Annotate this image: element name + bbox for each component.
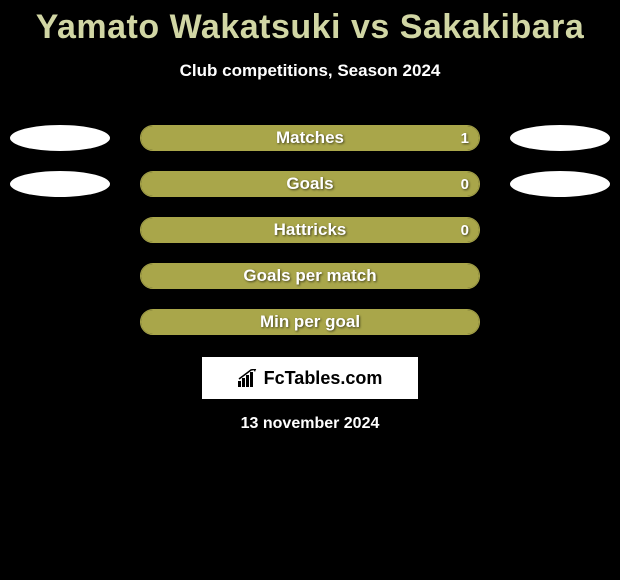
chart-icon <box>238 369 260 387</box>
date-text: 13 november 2024 <box>0 415 620 433</box>
page-subtitle: Club competitions, Season 2024 <box>0 61 620 81</box>
stat-row: Matches 1 <box>0 125 620 151</box>
logo-box: FcTables.com <box>202 357 418 399</box>
stat-value: 0 <box>461 172 469 196</box>
stat-bar: Hattricks 0 <box>140 217 480 243</box>
player-photo-left <box>10 125 110 151</box>
stat-value: 0 <box>461 218 469 242</box>
stat-row: Goals per match <box>0 263 620 289</box>
stat-label: Goals <box>141 172 479 196</box>
stat-value: 1 <box>461 126 469 150</box>
stat-row: Goals 0 <box>0 171 620 197</box>
stat-label: Hattricks <box>141 218 479 242</box>
player-photo-right <box>510 125 610 151</box>
stat-label: Matches <box>141 126 479 150</box>
player-photo-left <box>10 171 110 197</box>
page-title: Yamato Wakatsuki vs Sakakibara <box>0 0 620 47</box>
stat-label: Min per goal <box>141 310 479 334</box>
stat-label: Goals per match <box>141 264 479 288</box>
logo-text: FcTables.com <box>264 368 383 389</box>
stat-bar: Goals 0 <box>140 171 480 197</box>
player-photo-right <box>510 171 610 197</box>
stat-bar: Matches 1 <box>140 125 480 151</box>
logo: FcTables.com <box>238 368 383 389</box>
stat-rows: Matches 1 Goals 0 Hattricks 0 Goals per … <box>0 125 620 335</box>
stat-bar: Goals per match <box>140 263 480 289</box>
stat-bar: Min per goal <box>140 309 480 335</box>
stat-row: Min per goal <box>0 309 620 335</box>
stat-row: Hattricks 0 <box>0 217 620 243</box>
